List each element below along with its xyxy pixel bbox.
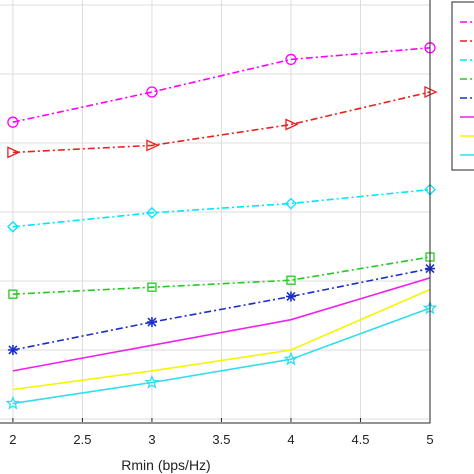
legend-box (451, 1, 474, 171)
x-tick-labels: 2 2.5 3 3.5 4 4.5 5 (9, 418, 434, 447)
marker-circle (146, 86, 158, 98)
marker-star (144, 374, 160, 389)
marker-triangle (285, 118, 299, 131)
marker-star (5, 395, 21, 410)
marker-asterisk (146, 317, 157, 328)
grid-lines (0, 0, 431, 422)
x-tick-label: 2 (9, 432, 16, 447)
x-tick-label: 2.5 (73, 432, 91, 447)
marker-star (283, 351, 299, 366)
legend (451, 1, 474, 171)
series-line-2 (12, 91, 431, 154)
series-line-8 (12, 307, 431, 405)
series-line-5 (12, 267, 431, 351)
x-tick-label: 3.5 (212, 432, 230, 447)
marker-diamond (146, 206, 158, 219)
marker-stroke (8, 345, 18, 355)
marker-circle (285, 53, 297, 66)
series-line-7 (12, 288, 431, 391)
marker-square (147, 282, 157, 292)
x-tick-label: 4.5 (351, 432, 369, 447)
marker-square (8, 289, 18, 299)
series-line-6 (12, 277, 431, 372)
marker-diamond (6, 220, 19, 233)
series-line-1 (12, 47, 431, 123)
series-line-4 (12, 256, 431, 295)
marker-triangle (146, 139, 160, 152)
x-tick-label: 5 (426, 432, 433, 447)
marker-diamond (285, 197, 297, 210)
marker-circle (7, 116, 19, 128)
marker-stroke (147, 317, 157, 327)
series-group (12, 47, 431, 405)
marker-asterisk (285, 291, 296, 302)
marker-square (286, 275, 296, 285)
x-tick-label: 3 (148, 432, 155, 447)
marker-stroke (286, 291, 296, 302)
x-axis-label: Rmin (bps/Hz) (121, 457, 210, 473)
series-line-3 (12, 188, 431, 228)
marker-asterisk (7, 344, 18, 355)
marker-triangle (7, 146, 21, 159)
plot-frame (0, 0, 431, 424)
x-tick-label: 4 (287, 432, 294, 447)
